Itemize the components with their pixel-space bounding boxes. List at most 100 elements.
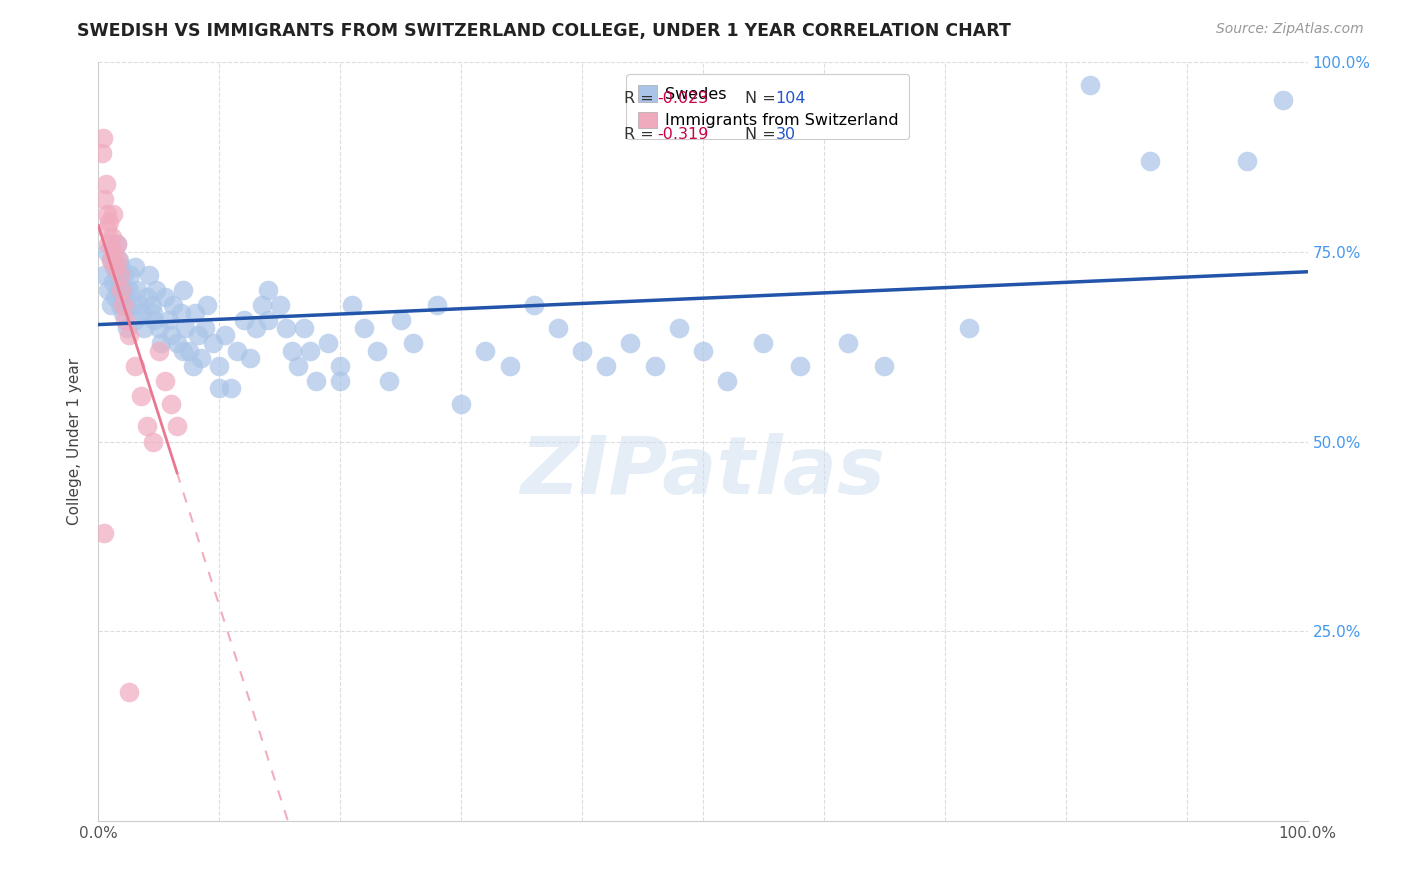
Point	[668, 320, 690, 334]
Point	[1236, 153, 1258, 168]
Point	[166, 335, 188, 350]
Point	[957, 320, 980, 334]
Point	[148, 320, 170, 334]
Point	[148, 343, 170, 358]
Point	[111, 305, 134, 319]
Point	[389, 313, 412, 327]
Point	[93, 525, 115, 540]
Point	[107, 283, 129, 297]
Point	[1272, 94, 1295, 108]
Point	[138, 268, 160, 282]
Point	[172, 283, 194, 297]
Point	[135, 419, 157, 434]
Point	[837, 335, 859, 350]
Point	[174, 320, 197, 334]
Point	[97, 283, 120, 297]
Point	[221, 382, 243, 396]
Point	[366, 343, 388, 358]
Point	[316, 335, 339, 350]
Point	[118, 283, 141, 297]
Point	[105, 237, 128, 252]
Point	[377, 374, 399, 388]
Point	[571, 343, 593, 358]
Text: Source: ZipAtlas.com: Source: ZipAtlas.com	[1216, 22, 1364, 37]
Point	[644, 359, 666, 373]
Text: 30: 30	[776, 127, 796, 142]
Point	[187, 328, 209, 343]
Point	[108, 252, 131, 267]
Y-axis label: College, Under 1 year: College, Under 1 year	[67, 358, 83, 525]
Point	[157, 313, 180, 327]
Point	[124, 260, 146, 275]
Point	[111, 291, 134, 305]
Point	[112, 268, 135, 282]
Point	[96, 222, 118, 236]
Point	[1078, 78, 1101, 92]
Point	[115, 298, 138, 312]
Point	[160, 396, 183, 410]
Point	[128, 298, 150, 312]
Point	[169, 305, 191, 319]
Point	[214, 328, 236, 343]
Point	[256, 283, 278, 297]
Point	[105, 237, 128, 252]
Point	[114, 283, 136, 297]
Text: -0.023: -0.023	[657, 91, 709, 106]
Point	[98, 214, 121, 228]
Point	[110, 260, 132, 275]
Text: R =: R =	[624, 127, 659, 142]
Point	[202, 335, 225, 350]
Point	[1139, 153, 1161, 168]
Point	[281, 343, 304, 358]
Point	[124, 359, 146, 373]
Point	[127, 283, 149, 297]
Point	[110, 283, 132, 297]
Point	[190, 351, 212, 366]
Point	[91, 146, 114, 161]
Point	[160, 328, 183, 343]
Point	[142, 305, 165, 319]
Point	[287, 359, 309, 373]
Point	[134, 320, 156, 334]
Point	[195, 298, 218, 312]
Point	[162, 298, 184, 312]
Point	[402, 335, 425, 350]
Point	[232, 313, 254, 327]
Point	[166, 419, 188, 434]
Point	[873, 359, 896, 373]
Point	[111, 298, 134, 312]
Text: ZIPatlas: ZIPatlas	[520, 433, 886, 511]
Point	[474, 343, 496, 358]
Point	[118, 685, 141, 699]
Point	[103, 260, 125, 275]
Point	[117, 320, 139, 334]
Point	[305, 374, 328, 388]
Point	[94, 177, 117, 191]
Point	[104, 260, 127, 275]
Point	[153, 374, 176, 388]
Point	[179, 343, 201, 358]
Point	[426, 298, 449, 312]
Point	[789, 359, 811, 373]
Point	[150, 335, 173, 350]
Point	[96, 207, 118, 221]
Point	[135, 291, 157, 305]
Point	[101, 275, 124, 289]
Text: R =: R =	[624, 91, 659, 106]
Point	[114, 313, 136, 327]
Point	[100, 252, 122, 267]
Point	[342, 298, 364, 312]
Point	[100, 298, 122, 312]
Point	[91, 131, 114, 145]
Point	[93, 192, 115, 206]
Point	[100, 252, 122, 267]
Point	[595, 359, 617, 373]
Point	[124, 313, 146, 327]
Point	[104, 291, 127, 305]
Point	[450, 396, 472, 410]
Point	[208, 359, 231, 373]
Point	[329, 374, 352, 388]
Point	[274, 320, 297, 334]
Point	[226, 343, 249, 358]
Text: N =: N =	[745, 127, 782, 142]
